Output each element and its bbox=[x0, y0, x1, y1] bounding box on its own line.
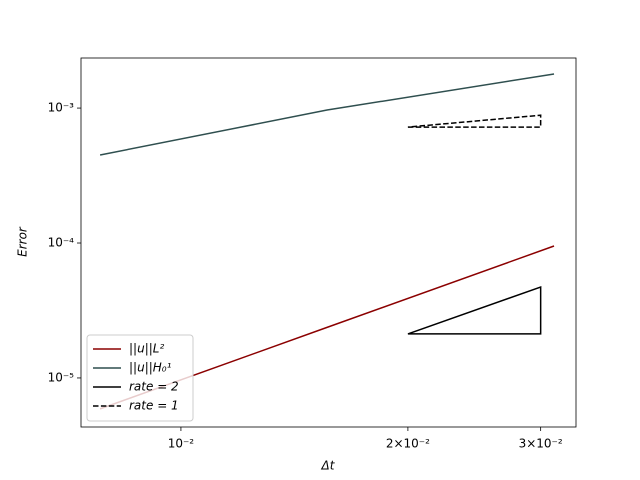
y-tick-label: 10⁻⁵ bbox=[48, 370, 75, 384]
x-tick-label: 10⁻² bbox=[168, 437, 195, 451]
legend-label: ||u||L² bbox=[129, 342, 164, 356]
series-line bbox=[407, 114, 542, 128]
series-line bbox=[407, 285, 542, 335]
y-tick-label: 10⁻³ bbox=[48, 101, 75, 115]
series-line bbox=[99, 73, 555, 156]
legend-label: rate = 1 bbox=[129, 399, 179, 413]
legend-box bbox=[86, 334, 194, 422]
x-tick-label: 2×10⁻² bbox=[386, 437, 430, 451]
legend-label: ||u||H₀¹ bbox=[129, 361, 172, 375]
legend-label: rate = 2 bbox=[129, 380, 179, 394]
y-axis-label: Error bbox=[16, 226, 30, 257]
plot-frame bbox=[80, 57, 577, 428]
legend: ||u||L² ||u||H₀¹ rate = 2 rate = 1 bbox=[86, 334, 194, 422]
x-tick-label: 3×10⁻² bbox=[519, 437, 563, 451]
x-axis-label: Δt bbox=[321, 459, 336, 473]
y-tick-label: 10⁻⁴ bbox=[48, 236, 75, 250]
